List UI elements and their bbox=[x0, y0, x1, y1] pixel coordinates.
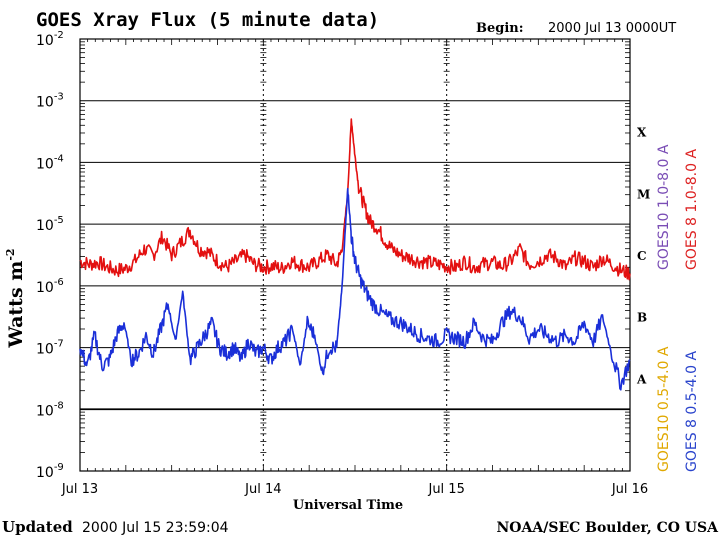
y-tick-exponent: -6 bbox=[54, 277, 64, 288]
y-tick-label: 10-7 bbox=[36, 339, 64, 358]
legend-entry-label: GOES 8 1.0-8.0 A bbox=[684, 149, 700, 270]
y-tick-exponent: -8 bbox=[54, 400, 64, 411]
legend-entry-label: GOES 8 0.5-4.0 A bbox=[684, 351, 700, 472]
legend-entry: GOES 8 1.0-8.0 A bbox=[684, 149, 700, 270]
legend-entry: GOES10 0.5-4.0 A bbox=[656, 346, 672, 472]
y-tick-exponent: -4 bbox=[54, 153, 64, 164]
x-axis-title: Universal Time bbox=[293, 498, 403, 513]
y-tick-base: 10 bbox=[36, 342, 54, 358]
y-axis-title-text: Watts m bbox=[5, 261, 27, 349]
credit-text: NOAA/SEC Boulder, CO USA bbox=[497, 520, 720, 536]
y-tick-exponent: -9 bbox=[54, 462, 64, 473]
y-tick-exponent: -3 bbox=[54, 92, 64, 103]
flare-class-label: A bbox=[636, 372, 647, 386]
y-tick-base: 10 bbox=[36, 95, 54, 111]
x-tick-label: Jul 16 bbox=[611, 482, 648, 497]
y-tick-label: 10-2 bbox=[36, 30, 64, 49]
legend-entry-label: GOES10 0.5-4.0 A bbox=[656, 346, 672, 472]
y-tick-base: 10 bbox=[36, 403, 54, 419]
y-tick-label: 10-9 bbox=[36, 462, 64, 481]
y-tick-base: 10 bbox=[36, 465, 54, 481]
flare-class-label: C bbox=[637, 249, 647, 263]
y-tick-exponent: -7 bbox=[54, 339, 64, 350]
begin-value: 2000 Jul 13 0000UT bbox=[548, 21, 676, 36]
y-tick-exponent: -5 bbox=[54, 215, 64, 226]
series-line bbox=[79, 118, 631, 281]
y-tick-exponent: -2 bbox=[54, 30, 64, 41]
y-tick-base: 10 bbox=[36, 33, 54, 49]
y-tick-label: 10-8 bbox=[36, 400, 64, 419]
x-tick-labels: Jul 13 Jul 14 Jul 15 Jul 16 bbox=[61, 482, 648, 497]
updated-label: Updated bbox=[2, 518, 73, 536]
series-line bbox=[79, 187, 631, 391]
x-tick-label: Jul 14 bbox=[244, 482, 281, 497]
legend-entry: GOES10 1.0-8.0 A bbox=[656, 144, 672, 270]
flare-class-label: X bbox=[637, 126, 647, 140]
y-tick-label: 10-5 bbox=[36, 215, 64, 234]
flare-class-label: M bbox=[637, 187, 650, 201]
updated-value: 2000 Jul 15 23:59:04 bbox=[82, 520, 229, 536]
chart-title: GOES Xray Flux (5 minute data) bbox=[36, 9, 379, 31]
legend-entry-label: GOES10 1.0-8.0 A bbox=[656, 144, 672, 270]
y-tick-base: 10 bbox=[36, 280, 54, 296]
minor-ticks bbox=[80, 39, 630, 471]
x-tick-label: Jul 13 bbox=[61, 482, 98, 497]
x-tick-label: Jul 15 bbox=[427, 482, 464, 497]
y-tick-base: 10 bbox=[36, 218, 54, 234]
flare-class-label: B bbox=[637, 311, 647, 325]
y-tick-label: 10-6 bbox=[36, 277, 64, 296]
flare-class-labels: X M C B A bbox=[636, 126, 650, 387]
y-axis-title: Watts m-2 bbox=[4, 248, 27, 348]
y-gridlines bbox=[80, 100, 630, 411]
series-layer bbox=[79, 118, 631, 391]
y-tick-label: 10-4 bbox=[36, 153, 64, 172]
y-axis-title-exponent: -2 bbox=[4, 248, 17, 260]
x-day-dividers bbox=[262, 39, 448, 471]
legend: GOES10 1.0-8.0 A GOES 8 1.0-8.0 A GOES10 0… bbox=[656, 144, 700, 472]
svg-text:Watts m-2: Watts m-2 bbox=[4, 248, 27, 348]
legend-entry: GOES 8 0.5-4.0 A bbox=[684, 351, 700, 472]
y-tick-label: 10-3 bbox=[36, 92, 64, 111]
y-tick-labels: 10-210-310-410-510-610-710-810-9 bbox=[36, 30, 64, 481]
y-tick-base: 10 bbox=[36, 156, 54, 172]
begin-label: Begin: bbox=[476, 21, 524, 36]
